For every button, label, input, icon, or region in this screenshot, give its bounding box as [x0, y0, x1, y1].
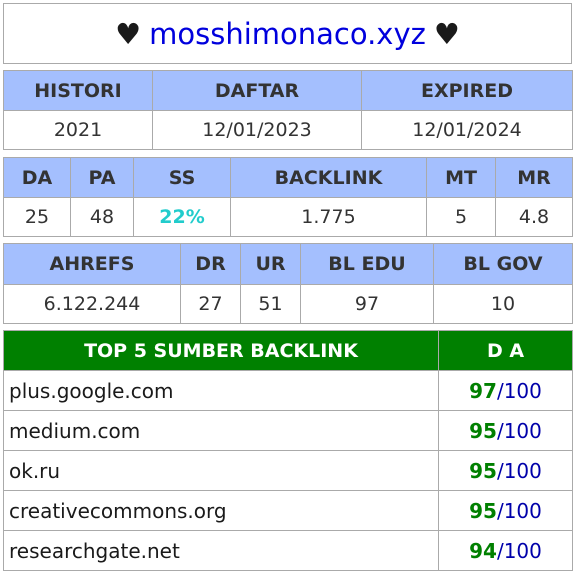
value-pa: 48 [70, 197, 134, 237]
ahrefs-metrics-table: AHREFS DR UR BL EDU BL GOV 6.122.244 27 … [3, 243, 573, 324]
value-histori: 2021 [3, 110, 153, 150]
heart-icon: ♥ [433, 16, 460, 51]
backlink-source: creativecommons.org [3, 490, 439, 531]
value-mt: 5 [426, 197, 496, 237]
value-mr: 4.8 [495, 197, 573, 237]
top-backlinks-table: TOP 5 SUMBER BACKLINK D A plus.google.co… [3, 330, 573, 571]
backlink-source: researchgate.net [3, 530, 439, 571]
table-row: medium.com 95/100 [3, 410, 573, 451]
table-row: researchgate.net 94/100 [3, 530, 573, 571]
da-max: /100 [496, 458, 542, 483]
value-ss: 22% [133, 197, 231, 237]
header-histori: HISTORI [3, 70, 153, 111]
value-dr: 27 [180, 284, 241, 324]
da-score: 95 [469, 498, 497, 523]
header-backlink: BACKLINK [230, 157, 427, 198]
da-score: 94 [469, 538, 497, 563]
header-top5-source: TOP 5 SUMBER BACKLINK [3, 330, 439, 371]
value-ahrefs: 6.122.244 [3, 284, 181, 324]
header-daftar: DAFTAR [152, 70, 362, 111]
value-bl-edu: 97 [300, 284, 434, 324]
value-backlink: 1.775 [230, 197, 427, 237]
header-expired: EXPIRED [361, 70, 573, 111]
backlink-source: plus.google.com [3, 370, 439, 411]
da-max: /100 [496, 378, 542, 403]
value-bl-gov: 10 [433, 284, 573, 324]
da-score: 95 [469, 458, 497, 483]
value-da: 25 [3, 197, 71, 237]
authority-metrics-table: DA PA SS BACKLINK MT MR 25 48 22% 1.775 … [3, 157, 573, 237]
table-row: ok.ru 95/100 [3, 450, 573, 491]
domain-name: mosshimonaco.xyz [149, 16, 426, 51]
da-max: /100 [496, 538, 542, 563]
table-row: plus.google.com 97/100 [3, 370, 573, 411]
da-score: 95 [469, 418, 497, 443]
header-bl-edu: BL EDU [300, 243, 434, 285]
da-max: /100 [496, 418, 542, 443]
header-mt: MT [426, 157, 496, 198]
backlink-da: 95/100 [438, 450, 573, 491]
backlink-da: 95/100 [438, 490, 573, 531]
header-top5-da: D A [438, 330, 573, 371]
header-bl-gov: BL GOV [433, 243, 573, 285]
backlink-source: medium.com [3, 410, 439, 451]
header-pa: PA [70, 157, 134, 198]
value-expired: 12/01/2024 [361, 110, 573, 150]
header-mr: MR [495, 157, 573, 198]
heart-icon: ♥ [115, 16, 142, 51]
header-ur: UR [240, 243, 301, 285]
site-title: ♥ mosshimonaco.xyz ♥ [3, 3, 572, 64]
value-ur: 51 [240, 284, 301, 324]
header-ahrefs: AHREFS [3, 243, 181, 285]
value-daftar: 12/01/2023 [152, 110, 362, 150]
header-dr: DR [180, 243, 241, 285]
domain-history-table: HISTORI DAFTAR EXPIRED 2021 12/01/2023 1… [3, 70, 573, 150]
backlink-da: 94/100 [438, 530, 573, 571]
backlink-da: 97/100 [438, 370, 573, 411]
da-max: /100 [496, 498, 542, 523]
header-da: DA [3, 157, 71, 198]
header-ss: SS [133, 157, 231, 198]
backlink-da: 95/100 [438, 410, 573, 451]
da-score: 97 [469, 378, 497, 403]
backlink-source: ok.ru [3, 450, 439, 491]
table-row: creativecommons.org 95/100 [3, 490, 573, 531]
